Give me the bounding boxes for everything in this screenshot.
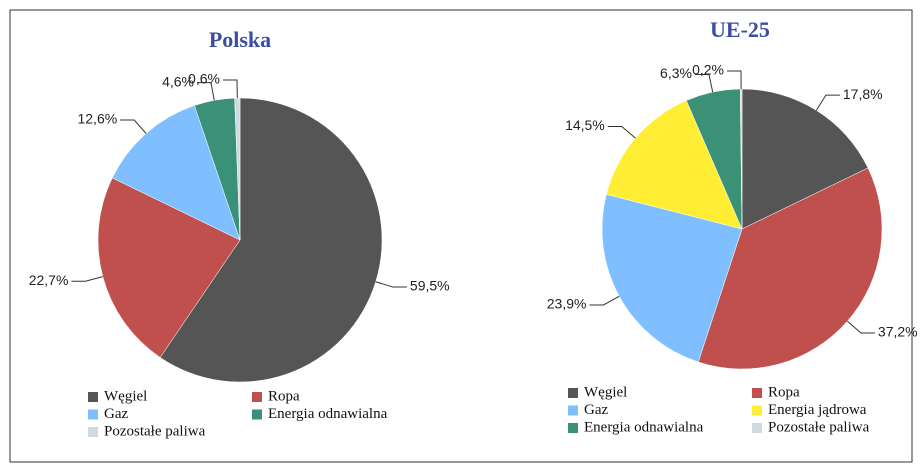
leader-line bbox=[222, 79, 238, 99]
data-label: 37,2% bbox=[878, 324, 918, 340]
leader-line bbox=[607, 125, 636, 139]
data-label: 59,5% bbox=[410, 278, 450, 294]
legend-swatch bbox=[752, 405, 762, 416]
leader-line bbox=[815, 94, 840, 111]
legend-swatch bbox=[88, 427, 98, 437]
data-label: 23,9% bbox=[547, 296, 587, 312]
leader-line bbox=[589, 295, 620, 306]
leader-line bbox=[71, 276, 103, 282]
legend-label: Energia odnawialna bbox=[584, 419, 704, 435]
legend-swatch bbox=[568, 405, 578, 416]
legend-swatch bbox=[568, 388, 578, 398]
legend-label: Gaz bbox=[104, 406, 128, 422]
leader-line bbox=[197, 82, 215, 101]
legend-label: Węgiel bbox=[104, 388, 147, 404]
pie-slice bbox=[601, 194, 743, 363]
chart-title: Polska bbox=[209, 27, 271, 52]
data-label: 17,8% bbox=[843, 86, 883, 102]
leader-line bbox=[120, 119, 147, 134]
legend-label: Energia odnawialna bbox=[268, 406, 388, 422]
data-label: 12,6% bbox=[77, 111, 117, 127]
data-label: 0,2% bbox=[692, 62, 724, 78]
legend-swatch bbox=[88, 409, 98, 420]
legend-swatch bbox=[568, 423, 578, 433]
leader-line bbox=[375, 281, 407, 288]
frame bbox=[9, 9, 913, 463]
legend-label: Węgiel bbox=[584, 384, 627, 400]
pie-slice bbox=[741, 88, 869, 230]
legend-label: Gaz bbox=[584, 402, 608, 418]
legend-swatch bbox=[88, 392, 98, 402]
legend-swatch bbox=[252, 409, 262, 420]
leader-line bbox=[847, 320, 875, 334]
leader-line bbox=[727, 70, 742, 90]
legend-swatch bbox=[752, 423, 762, 433]
data-label: 6,3% bbox=[660, 65, 692, 81]
pie-slice bbox=[606, 100, 743, 230]
legend-label: Pozostałe paliwa bbox=[104, 423, 206, 439]
data-label: 14,5% bbox=[565, 117, 605, 133]
data-label: 4,6% bbox=[162, 73, 194, 89]
pie-slice bbox=[697, 167, 883, 370]
legend-label: Ropa bbox=[268, 388, 300, 404]
legend-swatch bbox=[252, 392, 262, 402]
pie-slice bbox=[739, 88, 743, 230]
leader-line bbox=[694, 73, 714, 93]
pie-slice bbox=[234, 97, 241, 241]
legend-label: Ropa bbox=[768, 384, 800, 400]
data-label: 22,7% bbox=[29, 272, 69, 288]
legend-swatch bbox=[752, 388, 762, 398]
legend-label: Energia jądrowa bbox=[768, 402, 867, 418]
data-label: 0,6% bbox=[188, 71, 220, 87]
chart-title: UE-25 bbox=[710, 17, 770, 42]
legend-label: Pozostałe paliwa bbox=[768, 419, 870, 435]
